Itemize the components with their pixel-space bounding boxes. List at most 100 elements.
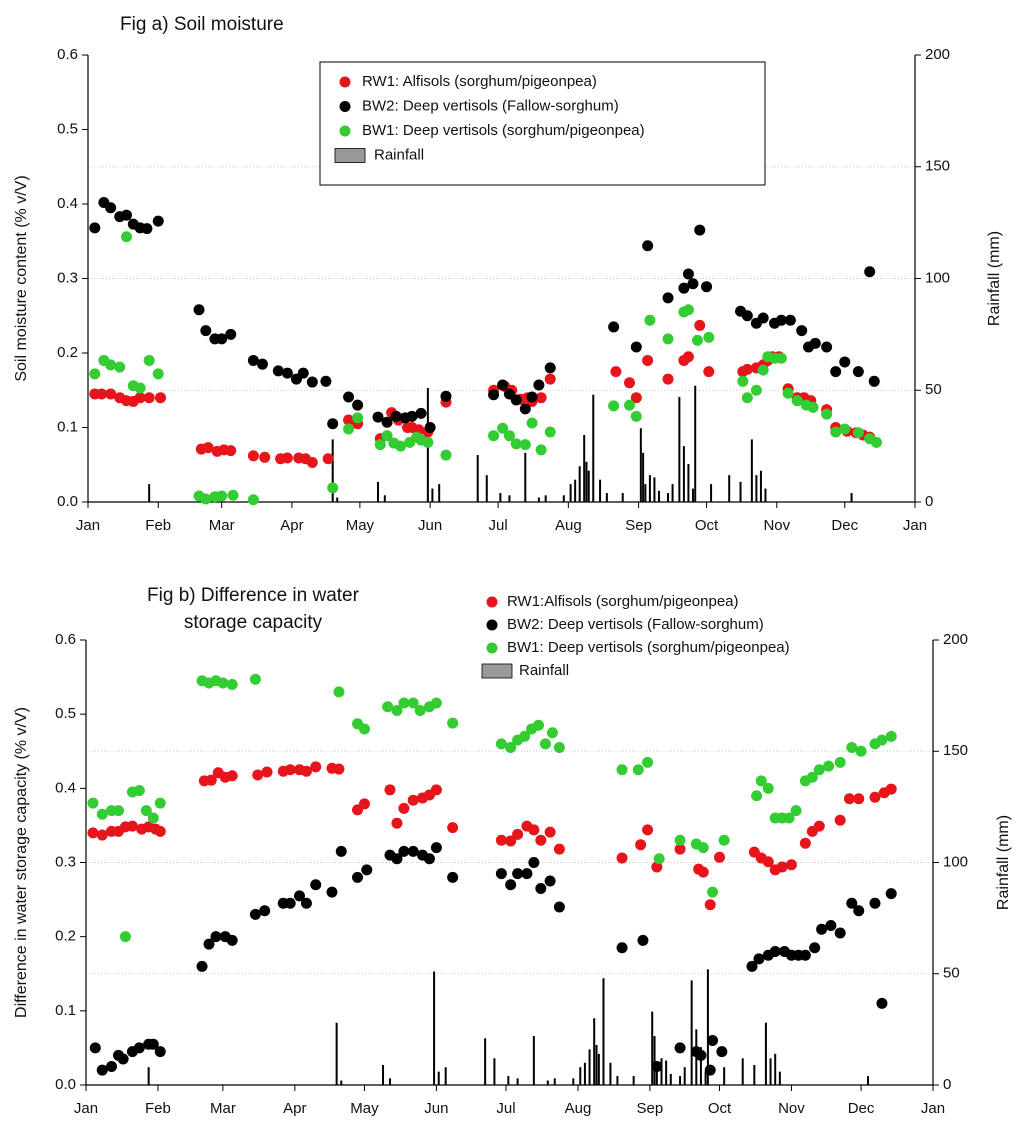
y2-axis-title: Rainfall (mm) bbox=[995, 815, 1012, 910]
data-point bbox=[440, 449, 452, 461]
data-point bbox=[753, 953, 765, 965]
rainfall-bar bbox=[553, 1078, 556, 1085]
data-point bbox=[398, 802, 410, 814]
data-point bbox=[259, 905, 271, 917]
data-point bbox=[112, 805, 124, 817]
data-point bbox=[630, 341, 642, 353]
rainfall-bar bbox=[148, 484, 151, 502]
data-point bbox=[528, 824, 540, 836]
data-point bbox=[644, 314, 656, 326]
data-point bbox=[306, 376, 318, 388]
data-point bbox=[674, 843, 686, 855]
rainfall-bar bbox=[739, 481, 742, 502]
data-point bbox=[398, 845, 410, 857]
rainfall-bar bbox=[691, 488, 694, 502]
data-point bbox=[284, 764, 296, 776]
data-point bbox=[608, 321, 620, 333]
rainfall-bar bbox=[583, 434, 586, 502]
data-point bbox=[843, 793, 855, 805]
data-point bbox=[853, 793, 865, 805]
rainfall-bar bbox=[382, 1064, 385, 1085]
x-tick-label: Nov bbox=[778, 1100, 805, 1117]
data-point bbox=[834, 756, 846, 768]
data-point bbox=[751, 790, 763, 802]
data-point bbox=[853, 905, 865, 917]
data-point bbox=[785, 859, 797, 871]
data-point bbox=[407, 697, 419, 709]
rainfall-bar bbox=[583, 1062, 586, 1085]
rainfall-bar bbox=[562, 495, 565, 502]
y-axis-title: Difference in water storage capacity (% … bbox=[13, 707, 30, 1018]
data-point bbox=[662, 333, 674, 345]
rainfall-bar bbox=[597, 1053, 600, 1085]
y-tick-label: 0.5 bbox=[55, 705, 76, 722]
y2-axis-title: Rainfall (mm) bbox=[986, 231, 1003, 326]
data-point bbox=[488, 430, 500, 442]
data-point bbox=[610, 366, 622, 378]
rainfall-bar bbox=[710, 484, 713, 502]
data-point bbox=[703, 331, 715, 343]
data-point bbox=[678, 282, 690, 294]
data-point bbox=[783, 812, 795, 824]
x-tick-label: Dec bbox=[848, 1100, 875, 1117]
data-point bbox=[333, 763, 345, 775]
rainfall-bar bbox=[704, 1071, 707, 1085]
x-tick-label: Mar bbox=[209, 517, 235, 534]
data-point bbox=[533, 719, 545, 731]
rainfall-bar bbox=[764, 488, 767, 502]
y-tick-label: 0.3 bbox=[55, 853, 76, 870]
rainfall-bar bbox=[741, 1058, 744, 1085]
y2-tick-label: 50 bbox=[943, 965, 960, 982]
data-point bbox=[89, 368, 101, 380]
data-point bbox=[143, 354, 155, 366]
data-point bbox=[133, 1042, 145, 1054]
data-point bbox=[415, 407, 427, 419]
data-point bbox=[823, 760, 835, 772]
legend-label: BW1: Deep vertisols (sorghum/pigeonpea) bbox=[362, 122, 645, 139]
rainfall-bar bbox=[499, 493, 502, 502]
rainfall-bar bbox=[774, 1053, 777, 1085]
y-tick-label: 0.0 bbox=[57, 493, 78, 510]
data-point bbox=[226, 934, 238, 946]
rainfall-bar bbox=[642, 452, 645, 502]
data-point bbox=[391, 853, 403, 865]
data-point bbox=[528, 857, 540, 868]
data-point bbox=[813, 764, 825, 776]
rainfall-bar bbox=[388, 1078, 391, 1085]
data-point bbox=[718, 834, 730, 846]
data-point bbox=[687, 278, 699, 290]
y2-tick-label: 150 bbox=[925, 158, 950, 175]
rainfall-bar bbox=[651, 1011, 654, 1085]
rainfall-bar bbox=[616, 1076, 619, 1085]
data-point bbox=[310, 761, 322, 773]
rainfall-bar bbox=[546, 1080, 549, 1085]
y2-tick-label: 100 bbox=[925, 269, 950, 286]
data-point bbox=[632, 764, 644, 776]
data-point bbox=[200, 493, 212, 505]
data-point bbox=[87, 827, 99, 839]
data-point bbox=[799, 837, 811, 849]
legend-label: RW1: Alfisols (sorghum/pigeonpea) bbox=[362, 73, 597, 90]
data-point bbox=[423, 853, 435, 865]
data-point bbox=[281, 367, 293, 379]
x-tick-label: Jan bbox=[921, 1100, 945, 1117]
data-point bbox=[196, 960, 208, 972]
rainfall-bar bbox=[665, 1060, 668, 1085]
data-point bbox=[152, 215, 164, 227]
rainfall-bar bbox=[437, 1071, 440, 1085]
data-point bbox=[505, 879, 517, 891]
data-point bbox=[653, 853, 665, 865]
data-point bbox=[553, 742, 565, 754]
rainfall-bar bbox=[485, 475, 488, 502]
y2-tick-label: 0 bbox=[943, 1076, 951, 1093]
data-point bbox=[247, 354, 259, 366]
data-point bbox=[868, 375, 880, 387]
rainfall-bar bbox=[750, 439, 753, 502]
legend-label: BW2: Deep vertisols (Fallow-sorghum) bbox=[507, 616, 764, 633]
x-tick-label: Jun bbox=[424, 1100, 448, 1117]
rainfall-bar bbox=[699, 1047, 702, 1085]
rainfall-bar bbox=[532, 1036, 535, 1085]
rainfall-bar bbox=[605, 493, 608, 502]
data-point bbox=[358, 723, 370, 735]
